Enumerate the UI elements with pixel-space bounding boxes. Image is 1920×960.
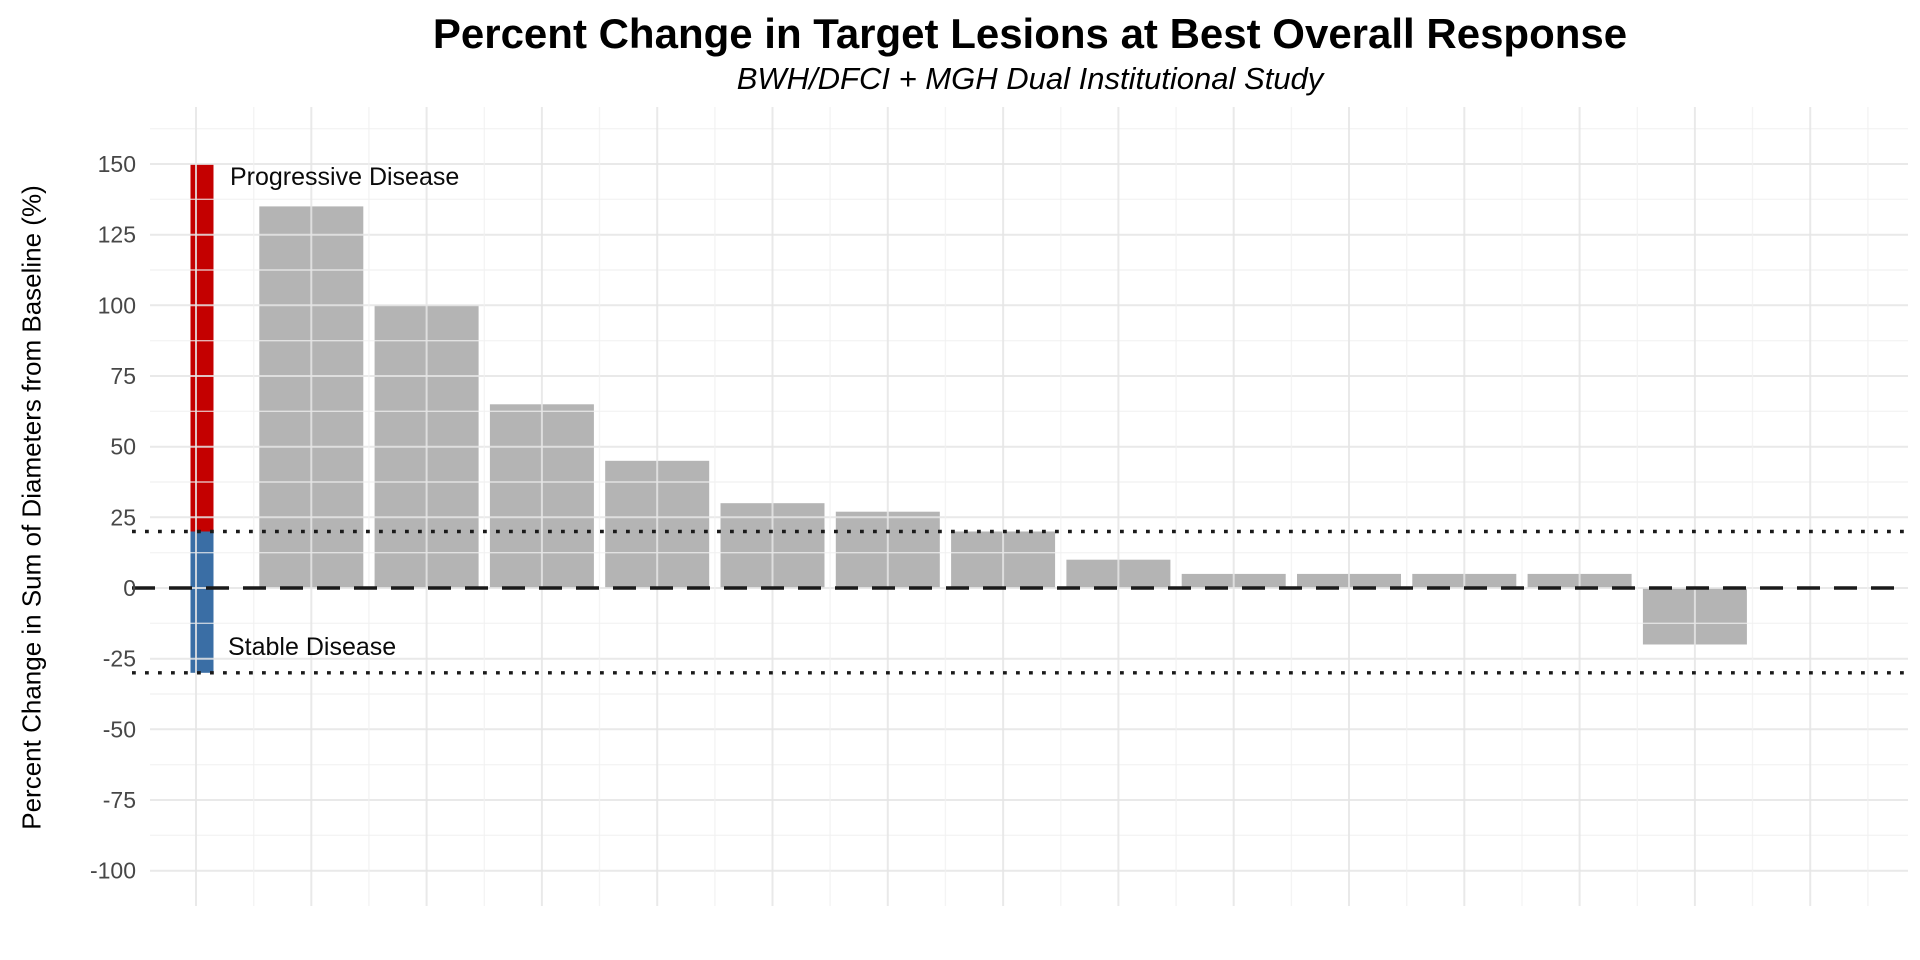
chart-title: Percent Change in Target Lesions at Best… <box>432 10 1628 57</box>
chart-subtitle: BWH/DFCI + MGH Dual Institutional Study <box>736 61 1324 96</box>
threshold-segment-progressive <box>190 164 214 532</box>
y-tick-label: -25 <box>103 646 136 672</box>
y-tick-label: 25 <box>110 504 136 530</box>
y-tick-label: -75 <box>103 787 136 813</box>
y-tick-label: 100 <box>98 292 136 318</box>
y-tick-label: 125 <box>98 222 136 248</box>
y-tick-label: 50 <box>110 434 136 460</box>
y-tick-label: 75 <box>110 363 136 389</box>
y-tick-label: -100 <box>90 858 136 884</box>
y-tick-label: 150 <box>98 151 136 177</box>
stable-disease-label: Stable Disease <box>228 633 397 661</box>
y-tick-label: -50 <box>103 716 136 742</box>
y-tick-label: 0 <box>123 575 136 601</box>
progressive-disease-label: Progressive Disease <box>230 163 460 191</box>
